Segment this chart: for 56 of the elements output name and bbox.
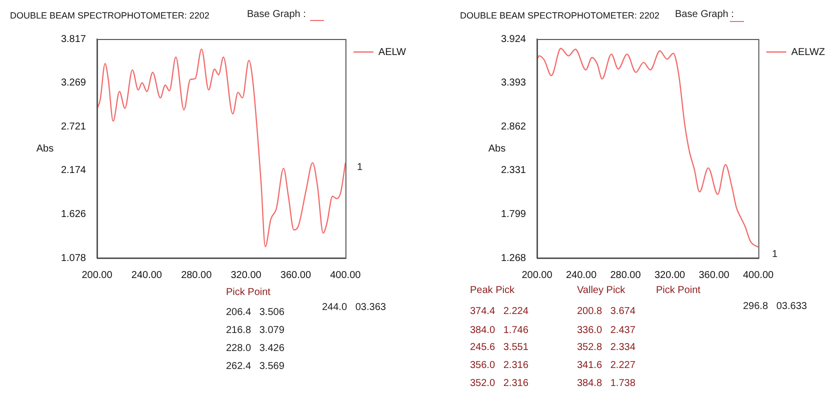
text: 1	[772, 249, 778, 261]
line-series	[97, 48, 346, 248]
text: 245.6 3.551	[470, 342, 528, 354]
x-tick-label: 200.00	[522, 270, 553, 281]
y-tick-label: 3.393	[500, 78, 526, 89]
y-tick-label: 2.862	[500, 121, 526, 132]
y-axis-title: Abs	[488, 143, 506, 154]
text: 262.4 3.569	[226, 361, 284, 373]
text: 200.8 3.674	[577, 306, 636, 318]
text: 244.0 03.363	[322, 302, 386, 314]
text: Peak Pick	[470, 285, 514, 297]
y-tick-label: 1.626	[60, 208, 86, 220]
y-tick-label: 3.817	[60, 34, 86, 45]
x-tick-label: 400.00	[742, 270, 774, 281]
text: 352.8 2.334	[577, 342, 636, 354]
y-tick-label: 3.269	[60, 78, 86, 89]
x-tick-label: 320.00	[230, 270, 262, 281]
text: 228.0 3.426	[226, 343, 284, 355]
text: Pick Point	[656, 285, 700, 297]
text: Base Graph :	[675, 9, 734, 21]
text: 341.6 2.227	[577, 360, 636, 372]
text: 336.0 2.437	[577, 325, 636, 337]
x-tick-label: 280.00	[181, 270, 212, 281]
text: 1	[357, 162, 363, 174]
legend-label: AELW	[378, 46, 407, 58]
chart-title: DOUBLE BEAM SPECTROPHOTOMETER: 2202	[460, 10, 660, 20]
y-tick-label: 1.799	[500, 208, 526, 220]
text: 384.0 1.746	[470, 325, 528, 337]
text: 216.8 3.079	[226, 325, 284, 337]
x-tick-label: 400.00	[330, 270, 362, 281]
x-tick-label: 200.00	[82, 270, 113, 281]
y-tick-label: 1.268	[500, 252, 526, 264]
text: 352.0 2.316	[470, 378, 528, 390]
x-tick-label: 240.00	[566, 270, 597, 281]
x-tick-label: 280.00	[610, 270, 642, 281]
line-series	[537, 48, 758, 248]
y-tick-label: 2.721	[60, 121, 86, 132]
x-tick-label: 360.00	[280, 270, 312, 281]
text: Base Graph :	[247, 9, 306, 21]
y-tick-label: 1.078	[60, 252, 86, 264]
text: 374.4 2.224	[470, 306, 528, 318]
x-tick-label: 320.00	[654, 270, 686, 281]
x-tick-label: 240.00	[131, 270, 162, 281]
text: 296.8 03.633	[743, 301, 807, 313]
y-tick-label: 2.331	[500, 165, 526, 176]
y-tick-label: 2.174	[60, 165, 86, 176]
legend-label: AELWZ	[791, 46, 826, 58]
text: 384.8 1.738	[577, 378, 636, 390]
text: 356.0 2.316	[470, 360, 528, 372]
y-axis-title: Abs	[36, 143, 54, 154]
text: Pick Point	[226, 287, 270, 299]
text: 206.4 3.506	[226, 307, 284, 319]
chart-title: DOUBLE BEAM SPECTROPHOTOMETER: 2202	[10, 10, 210, 20]
x-tick-label: 360.00	[698, 270, 730, 281]
y-tick-label: 3.924	[500, 34, 526, 45]
text: Valley Pick	[577, 285, 626, 297]
